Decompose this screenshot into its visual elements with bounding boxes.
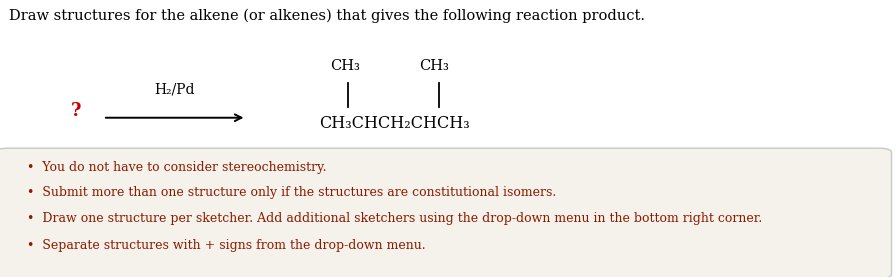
Text: CH₃: CH₃ <box>419 60 450 73</box>
Text: •  Separate structures with + signs from the drop-down menu.: • Separate structures with + signs from … <box>27 239 426 252</box>
Text: H₂/Pd: H₂/Pd <box>154 83 195 97</box>
FancyBboxPatch shape <box>0 148 892 277</box>
Text: •  Submit more than one structure only if the structures are constitutional isom: • Submit more than one structure only if… <box>27 186 556 199</box>
Text: CH₃CHCH₂CHCH₃: CH₃CHCH₂CHCH₃ <box>319 115 470 132</box>
Text: ?: ? <box>71 102 82 120</box>
Text: Draw structures for the alkene (or alkenes) that gives the following reaction pr: Draw structures for the alkene (or alken… <box>9 8 645 23</box>
Text: CH₃: CH₃ <box>330 60 360 73</box>
Text: •  Draw one structure per sketcher. Add additional sketchers using the drop-down: • Draw one structure per sketcher. Add a… <box>27 212 762 225</box>
Text: •  You do not have to consider stereochemistry.: • You do not have to consider stereochem… <box>27 161 326 174</box>
